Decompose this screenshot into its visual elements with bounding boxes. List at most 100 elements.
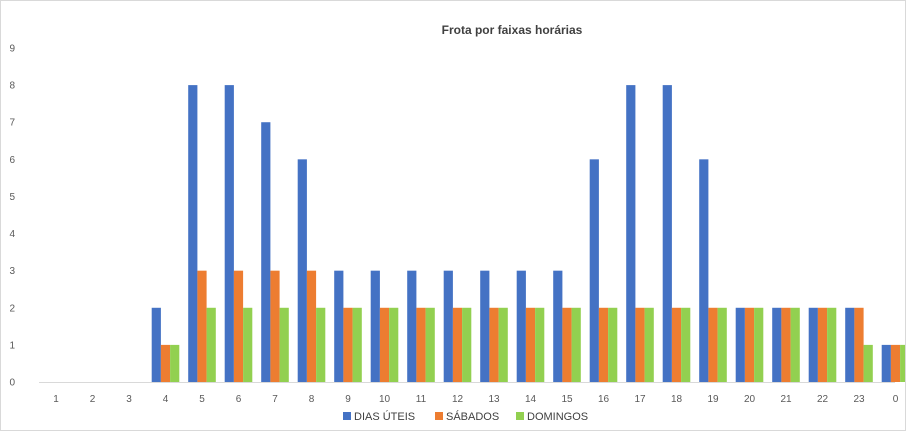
bar-domingos-13	[498, 307, 508, 382]
x-tick-label: 19	[707, 394, 719, 405]
bar-dias-teis-11	[407, 270, 417, 382]
bar-domingos-22	[827, 307, 837, 382]
bar-s-bados-10	[379, 307, 390, 382]
bar-domingos-17	[644, 307, 654, 382]
y-tick-label: 9	[9, 44, 15, 55]
bar-domingos-21	[790, 307, 800, 382]
bar-dias-teis-23	[845, 307, 855, 382]
y-tick-label: 5	[9, 192, 15, 203]
bar-dias-teis-17	[626, 85, 636, 383]
bar-dias-teis-14	[516, 270, 526, 382]
bar-s-bados-0	[890, 344, 901, 382]
bar-domingos-6	[243, 307, 253, 382]
x-tick-label: 21	[780, 394, 792, 405]
bar-dias-teis-5	[188, 85, 198, 383]
bar-domingos-19	[717, 307, 727, 382]
legend-swatch	[435, 412, 443, 420]
bar-domingos-15	[571, 307, 581, 382]
legend-label: DIAS ÚTEIS	[354, 410, 415, 423]
x-tick-label: 12	[452, 394, 464, 405]
bar-s-bados-8	[306, 270, 317, 382]
bar-s-bados-5	[197, 270, 207, 382]
bar-domingos-0	[900, 344, 905, 382]
bar-dias-teis-16	[589, 159, 599, 382]
bar-domingos-10	[389, 307, 399, 382]
bar-s-bados-6	[233, 270, 244, 382]
y-tick-label: 0	[9, 378, 15, 389]
x-tick-label: 13	[488, 394, 500, 405]
x-tick-label: 10	[379, 394, 391, 405]
y-tick-label: 8	[9, 81, 15, 92]
x-tick-label: 7	[272, 394, 278, 405]
bar-domingos-12	[462, 307, 472, 382]
bar-s-bados-7	[270, 270, 280, 382]
bar-dias-teis-6	[224, 85, 234, 383]
legend: DIAS ÚTEIS SÁBADOS DOMINGOS	[343, 410, 588, 423]
bar-dias-teis-19	[699, 159, 709, 382]
x-tick-label: 1	[53, 394, 59, 405]
bar-s-bados-18	[671, 307, 682, 382]
bar-domingos-8	[316, 307, 326, 382]
x-tick-label: 0	[893, 394, 899, 405]
bar-dias-teis-8	[297, 159, 307, 382]
bar-dias-teis-4	[151, 307, 161, 382]
x-tick-label: 9	[345, 394, 351, 405]
bar-dias-teis-12	[443, 270, 453, 382]
y-tick-label: 2	[9, 303, 15, 314]
y-tick-label: 7	[9, 118, 15, 129]
bar-s-bados-14	[525, 307, 536, 382]
legend-swatch	[343, 412, 351, 420]
bar-s-bados-17	[635, 307, 645, 382]
x-tick-label: 15	[561, 394, 573, 405]
chart-title: Frota por faixas horárias	[442, 23, 583, 37]
bar-s-bados-4	[160, 344, 171, 382]
bar-dias-teis-15	[553, 270, 563, 382]
x-tick-label: 18	[671, 394, 683, 405]
x-tick-label: 17	[634, 394, 646, 405]
bar-domingos-18	[681, 307, 691, 382]
bar-dias-teis-21	[772, 307, 782, 382]
bar-s-bados-21	[781, 307, 791, 382]
bar-dias-teis-20	[735, 307, 745, 382]
bar-domingos-11	[425, 307, 435, 382]
x-tick-label: 2	[90, 394, 96, 405]
bar-domingos-23	[863, 344, 873, 382]
legend-label: SÁBADOS	[446, 410, 499, 423]
bar-s-bados-22	[817, 307, 828, 382]
legend-swatch	[516, 412, 524, 420]
bar-domingos-7	[279, 307, 289, 382]
x-tick-label: 6	[236, 394, 242, 405]
bar-s-bados-19	[708, 307, 718, 382]
bar-s-bados-9	[343, 307, 353, 382]
x-tick-label: 4	[163, 394, 169, 405]
y-tick-label: 3	[9, 266, 15, 277]
x-tick-label: 20	[744, 394, 756, 405]
x-axis-ticks: 1 2 3 4 5 6 7 8 9 10 11 12 13 14 15 16 17 18 19 20 21 22 23 0	[53, 394, 899, 405]
x-tick-label: 16	[598, 394, 610, 405]
y-axis-ticks: 0 1 2 3 4 5 6 7 8 9	[9, 44, 15, 389]
bar-dias-teis-22	[808, 307, 818, 382]
bar-domingos-5	[206, 307, 216, 382]
bar-domingos-4	[170, 344, 180, 382]
bar-s-bados-16	[598, 307, 609, 382]
x-tick-label: 8	[309, 394, 315, 405]
x-tick-label: 23	[853, 394, 865, 405]
bar-s-bados-13	[489, 307, 499, 382]
bars-group	[151, 85, 905, 383]
bar-domingos-9	[352, 307, 362, 382]
y-tick-label: 4	[9, 229, 15, 240]
y-tick-label: 6	[9, 155, 15, 166]
bar-domingos-14	[535, 307, 545, 382]
legend-label: DOMINGOS	[527, 411, 588, 423]
x-tick-label: 11	[416, 394, 427, 405]
bar-dias-teis-0	[881, 344, 891, 382]
bar-s-bados-12	[452, 307, 463, 382]
x-tick-label: 3	[126, 394, 132, 405]
x-tick-label: 22	[817, 394, 829, 405]
bar-dias-teis-18	[662, 85, 672, 383]
x-tick-label: 5	[199, 394, 205, 405]
bar-dias-teis-10	[370, 270, 380, 382]
bar-s-bados-15	[562, 307, 572, 382]
